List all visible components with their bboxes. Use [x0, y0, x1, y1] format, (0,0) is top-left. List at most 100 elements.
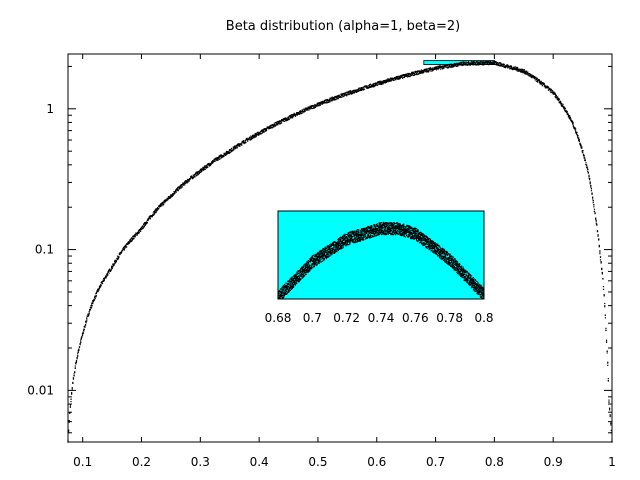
inset-data-point [291, 287, 293, 289]
data-point [587, 170, 589, 173]
inset-data-point [301, 266, 303, 268]
inset-data-point [316, 258, 318, 260]
inset-data-point [336, 245, 339, 247]
data-point [567, 112, 569, 114]
data-point [533, 75, 536, 78]
data-point [232, 148, 234, 150]
inset-data-point [371, 227, 373, 229]
data-point [598, 239, 600, 241]
inset-data-point [329, 251, 331, 254]
data-point [187, 179, 190, 181]
data-point [274, 124, 277, 126]
data-point [313, 105, 315, 107]
data-point [472, 62, 475, 64]
inset-data-point [370, 225, 372, 227]
data-point [350, 93, 352, 95]
data-point [233, 149, 235, 151]
data-point [310, 107, 312, 109]
inset-data-point [377, 226, 379, 228]
data-point [468, 64, 470, 66]
inset-data-point [320, 259, 322, 261]
data-point [608, 399, 610, 401]
inset-data-point [334, 246, 337, 248]
inset-data-point [340, 236, 342, 238]
inset-data-point [349, 242, 351, 244]
data-point [399, 77, 401, 79]
data-point [163, 200, 165, 202]
inset-data-point [326, 251, 328, 253]
data-point [187, 181, 189, 183]
data-point [140, 227, 142, 229]
data-point [351, 90, 353, 93]
inset-data-point [330, 244, 332, 246]
inset-data-point [321, 255, 323, 257]
data-point [576, 131, 578, 133]
data-point [95, 296, 97, 298]
inset-data-point [309, 264, 311, 266]
inset-data-point [367, 237, 369, 239]
inset-data-point [411, 233, 413, 235]
data-point [433, 66, 435, 69]
inset-data-point [351, 236, 353, 238]
data-point [392, 77, 395, 80]
data-point [225, 151, 228, 153]
data-point [221, 155, 223, 158]
data-point [558, 97, 560, 100]
inset-data-point [329, 247, 331, 249]
data-point [569, 117, 571, 119]
inset-data-point [370, 228, 372, 230]
data-point [451, 64, 453, 67]
data-point [329, 100, 331, 102]
inset-data-point [315, 261, 317, 263]
data-point [421, 72, 424, 74]
inset-data-point [352, 240, 354, 242]
data-point [579, 142, 581, 144]
inset-data-point [327, 251, 329, 253]
data-point [495, 63, 497, 66]
data-point [100, 282, 102, 284]
data-point [362, 88, 364, 91]
data-point [209, 163, 211, 165]
inset-data-point [327, 252, 329, 254]
inset-data-point [316, 258, 319, 260]
data-point [167, 198, 170, 200]
inset-data-point [278, 292, 280, 294]
data-point [521, 68, 524, 70]
inset-data-point [323, 255, 325, 257]
data-point [215, 158, 217, 160]
data-point [480, 61, 482, 63]
data-point [233, 145, 236, 148]
data-point [416, 73, 418, 76]
data-point [171, 194, 173, 196]
data-point [71, 387, 73, 389]
inset-data-point [356, 232, 358, 234]
data-point [322, 101, 324, 103]
inset-data-point [313, 266, 315, 268]
data-point [68, 420, 70, 422]
data-point [179, 186, 181, 188]
inset-data-point [399, 231, 401, 233]
data-point [78, 349, 80, 351]
data-point [513, 68, 516, 70]
inset-data-point [327, 250, 329, 252]
inset-data-point [329, 249, 331, 251]
inset-data-point [369, 232, 371, 234]
inset-data-point [378, 227, 380, 229]
data-point [260, 132, 262, 134]
data-point [100, 284, 102, 286]
inset-data-point [392, 234, 395, 236]
inset-data-point [389, 227, 391, 229]
data-point [302, 110, 304, 112]
inset-data-point [374, 228, 376, 230]
data-point [399, 76, 401, 79]
data-point [103, 279, 105, 281]
data-point [189, 178, 191, 180]
data-point [143, 225, 145, 227]
data-point [84, 321, 87, 323]
data-point [71, 392, 73, 395]
data-point [541, 85, 544, 87]
data-point [366, 86, 369, 89]
data-point [506, 66, 508, 68]
data-point [175, 191, 177, 193]
inset-data-point [299, 269, 301, 271]
